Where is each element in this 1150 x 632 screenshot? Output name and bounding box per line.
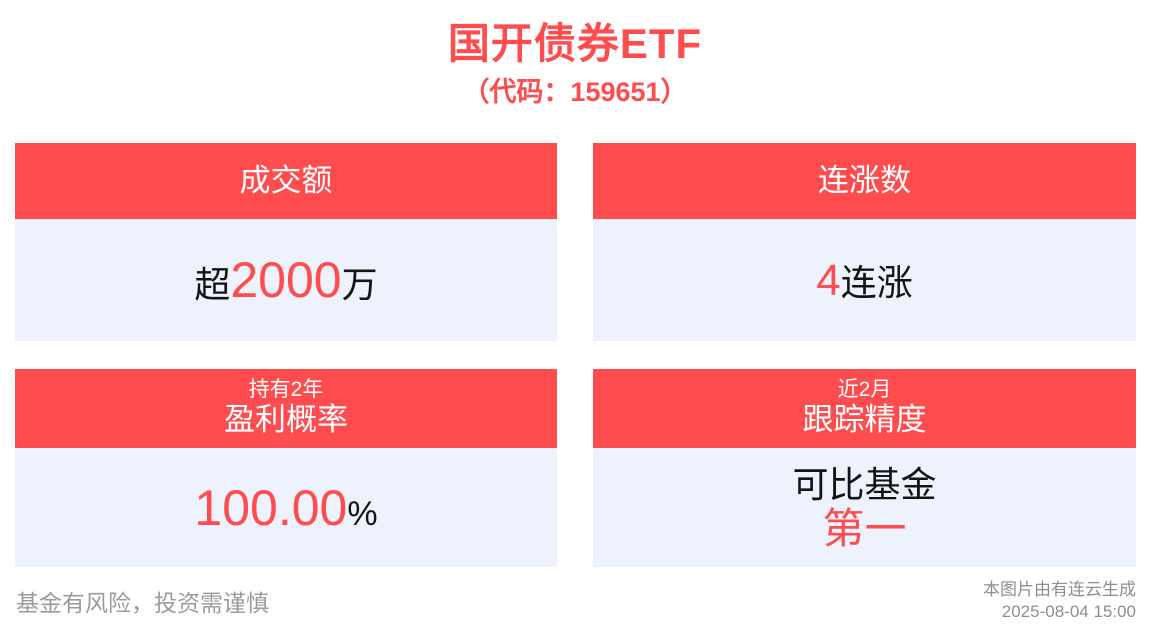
profit-probability-header-label: 盈利概率 (224, 402, 348, 438)
tracking-header-label: 跟踪精度 (802, 402, 927, 438)
generator-credit: 本图片由有连云生成 2025-08-04 15:00 (983, 579, 1136, 623)
page-subtitle: （代码：159651） (462, 77, 688, 108)
turnover-value-suffix: 万 (341, 264, 378, 305)
card-profit-probability-value: 100.00% (194, 479, 377, 537)
risk-disclaimer: 基金有风险，投资需谨慎 (16, 590, 269, 616)
stats-grid: 成交额 超2000万 连涨数 4连涨 持有2年 盈利概率 100.00% (15, 143, 1136, 567)
turnover-value-number: 2000 (230, 252, 342, 308)
card-turnover-body: 超2000万 (15, 219, 557, 341)
page-title: 国开债券ETF (447, 20, 703, 67)
card-profit-probability: 持有2年 盈利概率 100.00% (15, 369, 557, 567)
card-profit-probability-body: 100.00% (15, 448, 557, 567)
card-tracking-body: 可比基金 第一 (593, 448, 1136, 567)
tracking-header-small: 近2月 (837, 378, 892, 402)
streak-value-number: 4 (816, 256, 841, 305)
card-streak: 连涨数 4连涨 (593, 143, 1136, 341)
card-streak-body: 4连涨 (593, 219, 1136, 341)
card-tracking-value: 可比基金 第一 (792, 463, 936, 552)
card-streak-header-label: 连涨数 (818, 163, 911, 199)
card-turnover-value: 超2000万 (194, 251, 377, 309)
card-tracking-header: 近2月 跟踪精度 (593, 369, 1136, 448)
credit-timestamp: 2025-08-04 15:00 (1001, 601, 1136, 621)
card-streak-value: 4连涨 (816, 254, 913, 306)
profit-probability-header-small: 持有2年 (248, 378, 324, 402)
card-streak-header: 连涨数 (593, 143, 1136, 219)
profit-probability-value-suffix: % (347, 494, 378, 533)
credit-source: 本图片由有连云生成 (983, 579, 1136, 599)
streak-value-suffix: 连涨 (840, 262, 913, 303)
card-profit-probability-header: 持有2年 盈利概率 (15, 369, 557, 448)
card-tracking: 近2月 跟踪精度 可比基金 第一 (593, 369, 1136, 567)
profit-probability-value-number: 100.00 (194, 479, 348, 536)
tracking-value-line1: 可比基金 (792, 463, 937, 505)
turnover-value-prefix: 超 (194, 264, 231, 305)
card-turnover-header: 成交额 (15, 143, 557, 219)
tracking-value-line2: 第一 (822, 505, 907, 552)
card-turnover: 成交额 超2000万 (15, 143, 557, 341)
card-turnover-header-label: 成交额 (239, 163, 333, 199)
